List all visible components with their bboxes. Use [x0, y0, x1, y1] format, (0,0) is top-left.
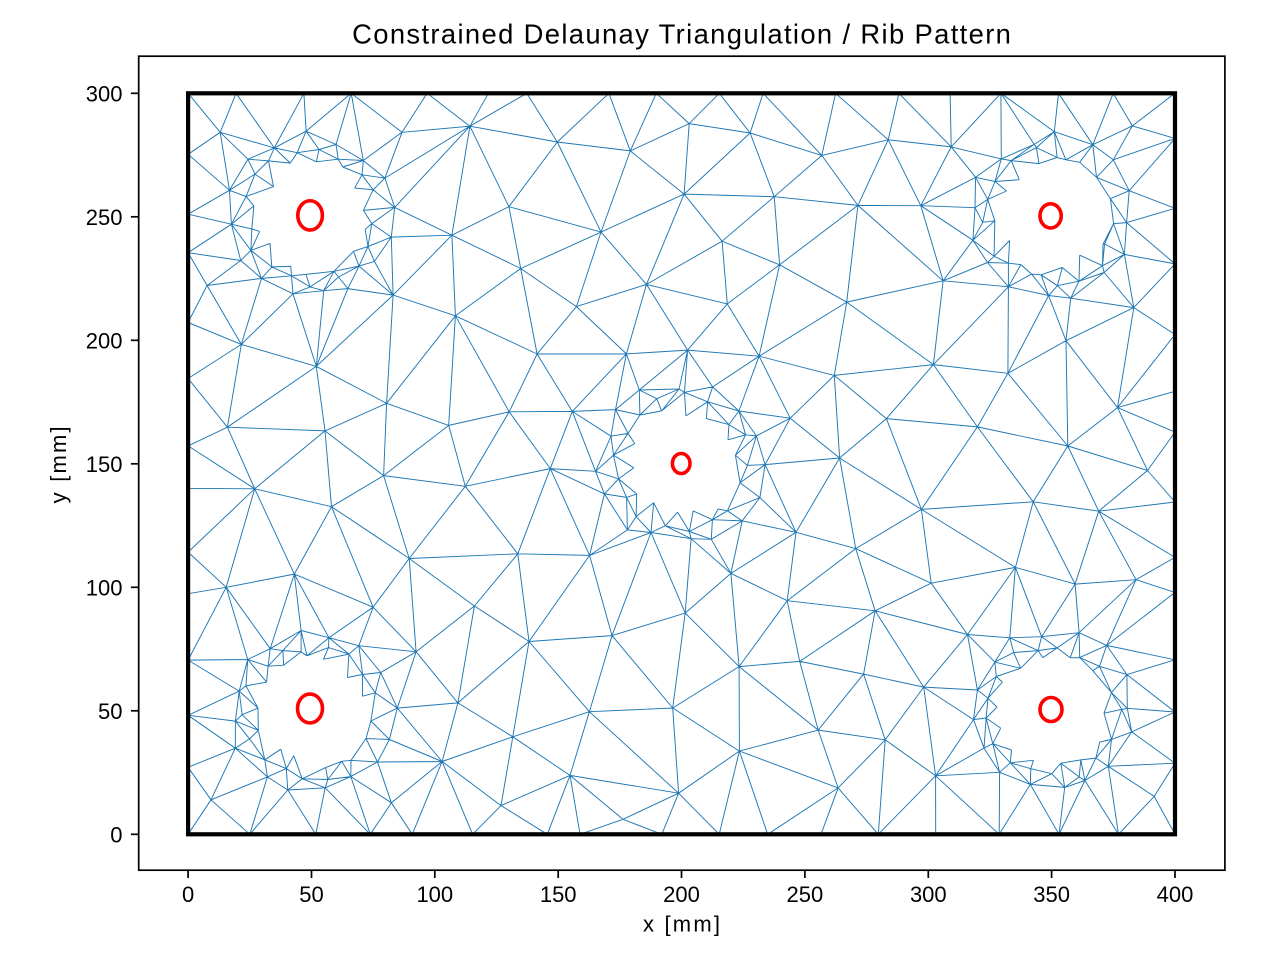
svg-text:x [mm]: x [mm] — [643, 912, 722, 937]
svg-text:250: 250 — [787, 882, 824, 907]
svg-text:150: 150 — [540, 882, 577, 907]
svg-text:250: 250 — [86, 205, 123, 230]
svg-text:50: 50 — [299, 882, 323, 907]
svg-text:350: 350 — [1033, 882, 1070, 907]
svg-text:50: 50 — [98, 699, 122, 724]
svg-text:100: 100 — [86, 575, 123, 600]
svg-text:200: 200 — [86, 328, 123, 353]
svg-text:y [mm]: y [mm] — [46, 424, 71, 503]
svg-text:300: 300 — [910, 882, 947, 907]
svg-text:0: 0 — [110, 822, 122, 847]
svg-text:200: 200 — [663, 882, 700, 907]
svg-text:0: 0 — [182, 882, 194, 907]
svg-text:150: 150 — [86, 452, 123, 477]
svg-text:400: 400 — [1157, 882, 1194, 907]
svg-text:300: 300 — [86, 81, 123, 106]
svg-text:Constrained Delaunay Triangula: Constrained Delaunay Triangulation / Rib… — [352, 19, 1012, 50]
svg-text:100: 100 — [416, 882, 453, 907]
